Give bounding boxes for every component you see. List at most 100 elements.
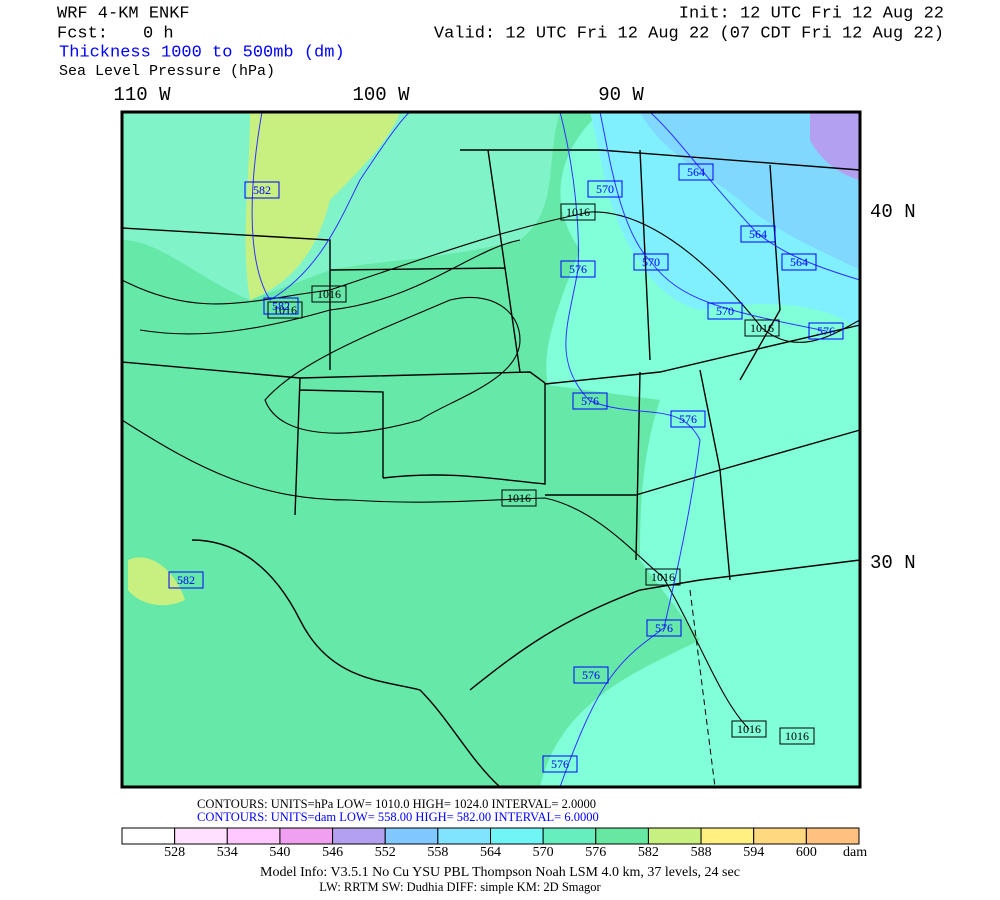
map-frame bbox=[120, 110, 862, 789]
model-name: WRF 4-KM ENKF bbox=[57, 4, 190, 23]
thickness-label: 570 bbox=[596, 182, 614, 196]
pressure-contours bbox=[121, 211, 861, 730]
thickness-fill bbox=[600, 112, 860, 270]
thickness-label-box bbox=[740, 225, 776, 243]
thickness-label: 576 bbox=[582, 668, 600, 682]
thickness-label: 570 bbox=[716, 304, 734, 318]
pressure-label-box bbox=[311, 285, 347, 303]
colorbar-swatch bbox=[700, 827, 755, 845]
pressure-label: 1016 bbox=[507, 491, 531, 505]
colorbar-label: 588 bbox=[691, 845, 712, 860]
colorbar-label: 558 bbox=[427, 845, 448, 860]
colorbar-swatch bbox=[384, 827, 439, 845]
thickness-fill bbox=[128, 557, 185, 606]
thickness-label-box bbox=[542, 755, 578, 773]
boundaries bbox=[121, 149, 861, 788]
thickness-label-box bbox=[646, 619, 682, 637]
pressure-label-box bbox=[645, 568, 681, 586]
colorbar-swatch bbox=[753, 827, 807, 845]
contour-info: CONTOURS: UNITS=hPa LOW= 1010.0 HIGH= 10… bbox=[197, 797, 596, 811]
pressure-label: 1016 bbox=[317, 287, 341, 301]
colorbar-swatch bbox=[332, 827, 386, 845]
lat-label: 30 N bbox=[870, 552, 916, 574]
thickness-label-box bbox=[587, 180, 623, 198]
pressure-label-box bbox=[501, 489, 537, 507]
colorbar-label: 540 bbox=[269, 845, 290, 860]
thickness-fill bbox=[245, 112, 400, 300]
pressure-label-box bbox=[267, 301, 303, 319]
contour-info: CONTOURS: UNITS=dam LOW= 558.00 HIGH= 58… bbox=[197, 810, 599, 824]
thickness-label: 576 bbox=[581, 394, 599, 408]
lon-label: 90 W bbox=[598, 84, 644, 106]
colorbar-label: 564 bbox=[480, 845, 501, 860]
thickness-label: 576 bbox=[679, 412, 697, 426]
thickness-label-box bbox=[573, 666, 609, 684]
pressure-label-box bbox=[744, 319, 780, 337]
colorbar-swatch bbox=[437, 827, 492, 845]
thickness-label: 582 bbox=[177, 573, 195, 587]
colorbar-label: 534 bbox=[217, 845, 238, 860]
lat-label: 40 N bbox=[870, 201, 916, 223]
colorbar-label: 570 bbox=[533, 845, 554, 860]
boundaries bbox=[689, 589, 716, 788]
footer-line: Model Info: V3.5.1 No Cu YSU PBL Thompso… bbox=[260, 865, 740, 880]
pressure-label: 1016 bbox=[651, 570, 675, 584]
thickness-fill bbox=[122, 112, 560, 300]
lon-label: 100 W bbox=[352, 84, 410, 106]
colorbar-swatch bbox=[490, 827, 544, 845]
thickness-label: 576 bbox=[817, 324, 835, 338]
thickness-label-box bbox=[572, 392, 608, 410]
colorbar-label: 546 bbox=[322, 845, 343, 860]
fcst-value: 0 h bbox=[143, 24, 174, 43]
colorbar-unit: dam bbox=[843, 845, 867, 860]
colorbar-label: 594 bbox=[743, 845, 764, 860]
colorbar-swatch bbox=[279, 827, 334, 845]
field-pressure: Sea Level Pressure (hPa) bbox=[59, 63, 275, 80]
colorbar-label: 576 bbox=[585, 845, 606, 860]
thickness-label-box bbox=[633, 253, 669, 271]
thickness-label-box bbox=[678, 163, 714, 181]
pressure-label: 1016 bbox=[737, 722, 761, 736]
fcst-label: Fcst: bbox=[57, 24, 108, 43]
colorbar-swatch bbox=[121, 827, 176, 845]
colorbar-label: 600 bbox=[796, 845, 817, 860]
thickness-label: 582 bbox=[253, 183, 271, 197]
colorbar: 528 534 540 546 552 558 564 570 576 582 588 594 600 d… bbox=[121, 827, 867, 860]
thickness-label: 564 bbox=[790, 255, 808, 269]
thickness-label-box bbox=[263, 297, 299, 315]
colorbar-swatch bbox=[595, 827, 649, 845]
colorbar-label: 582 bbox=[638, 845, 659, 860]
thickness-label-box bbox=[168, 571, 204, 589]
init-time: Init: 12 UTC Fri 12 Aug 22 bbox=[679, 4, 944, 23]
pressure-label: 1016 bbox=[566, 205, 590, 219]
pressure-label-box bbox=[779, 727, 815, 745]
thickness-label: 570 bbox=[642, 255, 660, 269]
pressure-label-box bbox=[560, 203, 596, 221]
footer-line: LW: RRTM SW: Dudhia DIFF: simple KM: 2D … bbox=[319, 880, 601, 894]
thickness-label: 576 bbox=[551, 757, 569, 771]
thickness-fill bbox=[810, 112, 860, 180]
valid-time: Valid: 12 UTC Fri 12 Aug 22 (07 CDT Fri … bbox=[434, 24, 944, 43]
thickness-label: 576 bbox=[655, 621, 673, 635]
pressure-label: 1016 bbox=[785, 729, 809, 743]
colorbar-swatch bbox=[805, 827, 860, 845]
thickness-label-box bbox=[808, 322, 844, 340]
thickness-label-box bbox=[670, 410, 706, 428]
colorbar-swatch bbox=[542, 827, 597, 845]
colorbar-swatch bbox=[226, 827, 281, 845]
thickness-label-box bbox=[781, 253, 817, 271]
lon-label: 110 W bbox=[113, 84, 171, 106]
pressure-label: 1016 bbox=[750, 321, 774, 335]
thickness-label-box bbox=[707, 302, 743, 320]
thickness-label: 564 bbox=[687, 165, 705, 179]
field-thickness: Thickness 1000 to 500mb (dm) bbox=[59, 43, 345, 62]
pressure-label-box bbox=[731, 720, 767, 738]
thickness-label: 576 bbox=[569, 262, 587, 276]
thickness-label: 582 bbox=[272, 299, 290, 313]
thickness-label-box bbox=[560, 260, 596, 278]
colorbar-swatch bbox=[647, 827, 702, 845]
thickness-label: 564 bbox=[749, 227, 767, 241]
